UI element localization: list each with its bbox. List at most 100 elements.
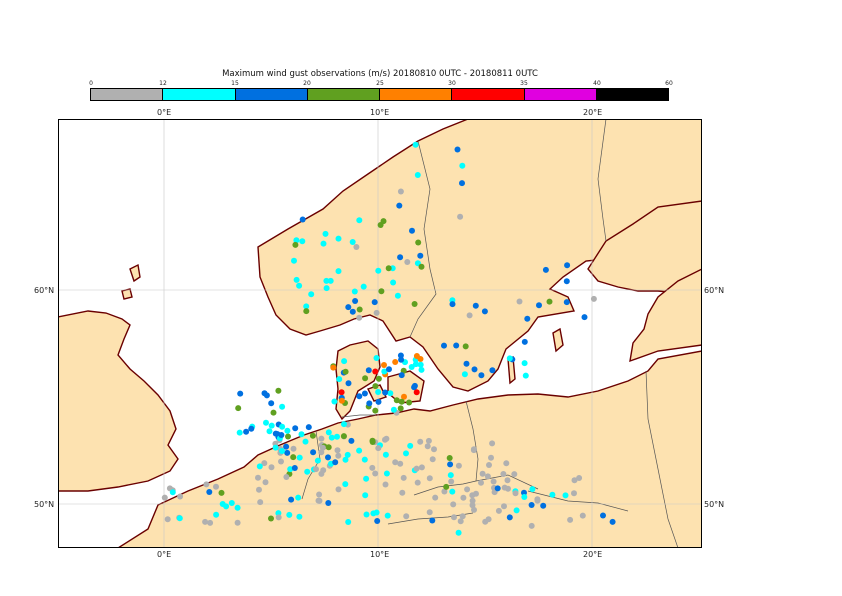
station-marker — [381, 362, 387, 368]
station-marker — [219, 501, 226, 507]
station-marker — [403, 450, 409, 457]
station-marker — [576, 475, 583, 481]
station-marker — [362, 492, 369, 499]
station-marker — [386, 366, 392, 373]
station-marker — [446, 455, 453, 461]
station-marker — [351, 288, 358, 295]
station-marker — [549, 491, 556, 498]
station-marker — [469, 502, 476, 509]
map-canvas — [58, 119, 702, 548]
legend-tick-15: 15 — [231, 80, 239, 87]
top-label-10E: 10°E — [370, 108, 390, 117]
station-marker — [284, 427, 291, 434]
station-marker — [417, 438, 424, 445]
station-marker — [486, 462, 492, 468]
station-marker — [564, 262, 571, 269]
station-marker — [536, 302, 542, 309]
station-marker — [353, 244, 360, 250]
station-marker — [417, 252, 424, 259]
station-marker — [207, 519, 214, 526]
station-marker — [340, 433, 347, 440]
station-marker — [471, 366, 478, 373]
station-marker — [384, 512, 391, 519]
station-marker — [479, 470, 486, 477]
station-marker — [335, 452, 342, 459]
station-marker — [341, 358, 348, 365]
sweden-finland-border — [597, 119, 607, 242]
station-marker — [356, 217, 363, 224]
station-marker — [342, 368, 349, 375]
station-marker — [304, 468, 311, 475]
station-marker — [450, 501, 457, 508]
station-marker — [454, 146, 461, 153]
station-marker — [218, 489, 225, 496]
station-marker — [257, 499, 264, 506]
station-marker — [392, 359, 399, 365]
station-marker — [288, 496, 295, 503]
station-marker — [206, 489, 213, 495]
legend-tick-30: 30 — [448, 80, 456, 87]
station-marker — [521, 338, 528, 345]
scandinavia-landmass — [257, 119, 702, 392]
station-marker — [600, 512, 606, 519]
station-marker — [325, 500, 332, 506]
station-marker — [336, 376, 343, 383]
station-marker — [327, 277, 334, 284]
station-marker — [366, 400, 373, 407]
station-marker — [296, 282, 303, 289]
station-marker — [373, 309, 380, 316]
station-marker — [426, 475, 433, 482]
station-marker — [489, 367, 496, 374]
station-marker — [315, 497, 322, 504]
station-marker — [404, 259, 411, 265]
station-marker — [571, 477, 578, 484]
legend-tick-35: 35 — [520, 80, 528, 87]
station-marker — [295, 494, 302, 501]
station-marker — [524, 315, 531, 322]
station-marker — [298, 431, 305, 438]
station-marker — [164, 516, 171, 523]
station-marker — [489, 440, 496, 447]
station-marker — [522, 372, 529, 379]
station-marker — [413, 353, 420, 359]
station-marker — [469, 497, 476, 504]
denmark-germany-border — [341, 414, 376, 418]
bottom-label-20E: 20°E — [583, 550, 603, 559]
slovakia-border — [527, 490, 629, 512]
station-marker — [341, 421, 347, 428]
station-marker — [345, 304, 352, 311]
station-marker — [581, 314, 588, 321]
station-marker — [342, 481, 349, 488]
station-marker — [292, 425, 299, 432]
station-marker — [382, 389, 389, 396]
top-label-0E: 0°E — [157, 108, 172, 117]
station-marker — [323, 277, 330, 284]
station-marker — [285, 433, 291, 440]
station-marker — [609, 518, 616, 525]
station-marker — [256, 463, 263, 470]
station-marker — [335, 486, 342, 493]
station-marker — [266, 428, 273, 435]
station-marker — [431, 446, 437, 453]
station-marker — [268, 422, 275, 429]
station-marker — [177, 493, 184, 500]
station-marker — [369, 437, 376, 444]
station-marker — [319, 444, 326, 451]
legend-swatch-magenta — [524, 89, 597, 100]
station-marker — [504, 477, 511, 484]
station-marker — [494, 485, 501, 492]
station-marker — [409, 227, 415, 234]
left-label-50N: 50°N — [34, 500, 55, 509]
station-marker — [303, 308, 310, 315]
station-marker — [228, 500, 235, 506]
station-marker — [383, 470, 390, 477]
station-marker — [290, 445, 297, 452]
right-label-50N: 50°N — [704, 500, 725, 509]
station-marker — [316, 491, 323, 498]
station-marker — [255, 474, 261, 481]
station-marker — [513, 507, 520, 514]
station-marker — [283, 443, 290, 450]
map-frame — [58, 119, 702, 548]
station-marker — [457, 518, 464, 525]
station-marker — [478, 479, 484, 486]
